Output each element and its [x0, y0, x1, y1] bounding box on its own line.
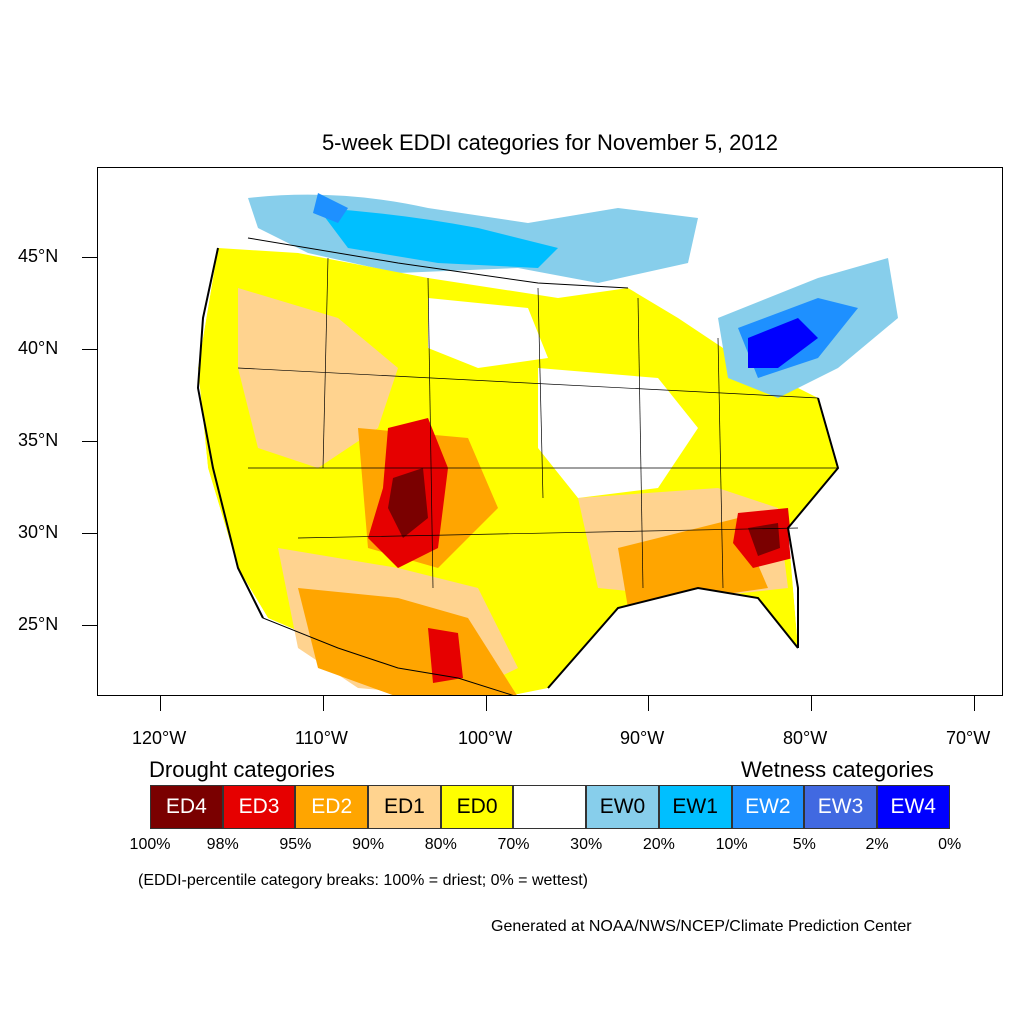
lat-label-30n: 30°N — [18, 522, 59, 542]
legend-cell-ew4: EW4 — [876, 785, 950, 829]
coastline-gulf — [547, 586, 799, 689]
gulf-of-mexico — [524, 588, 798, 695]
wetness-categories-heading: Wetness categories — [741, 757, 934, 782]
percentile-label: 98% — [206, 836, 239, 853]
ed3-texas — [428, 628, 463, 683]
legend-cell-ed2: ED2 — [295, 785, 369, 829]
ed1-west — [238, 288, 398, 468]
coastline-west — [196, 247, 264, 619]
lat-tick — [82, 349, 97, 350]
us-mexico-border — [262, 617, 514, 695]
lat-tick — [82, 441, 97, 442]
legend-cell-ed4: ED4 — [150, 785, 223, 829]
lat-label-25n: 25°N — [18, 614, 59, 634]
ed4-colorado — [388, 468, 428, 538]
percentile-label: 90% — [352, 836, 385, 853]
map-panel — [97, 167, 1003, 696]
lon-label-110w: 110°W — [295, 728, 348, 748]
percentile-label: 0% — [938, 836, 962, 853]
lon-tick — [648, 696, 649, 711]
lon-tick — [323, 696, 324, 711]
legend-cell-ew3: EW3 — [804, 785, 877, 829]
percentile-label: 70% — [497, 836, 530, 853]
lon-label-80w: 80°W — [783, 728, 828, 748]
ed4-carolina — [748, 523, 780, 556]
category-colorbar: ED4 ED3 ED2 ED1 ED0 EW0 EW1 EW2 EW3 EW4 — [150, 785, 950, 829]
percentile-label: 10% — [715, 836, 748, 853]
legend-cell-ew0: EW0 — [586, 785, 659, 829]
percentile-label: 5% — [792, 836, 816, 853]
us-canada-border — [247, 237, 629, 289]
category-breaks-note: (EDDI-percentile category breaks: 100% =… — [138, 872, 588, 889]
legend-cell-neutral — [513, 785, 587, 829]
atlantic-ocean — [788, 418, 1002, 695]
percentile-label: 100% — [129, 836, 171, 853]
lat-label-35n: 35°N — [18, 430, 59, 450]
lon-tick — [160, 696, 161, 711]
legend-cell-ed3: ED3 — [222, 785, 296, 829]
ed2-southwest — [298, 588, 517, 695]
lon-tick — [811, 696, 812, 711]
lon-label-90w: 90°W — [620, 728, 665, 748]
pacific-ocean — [98, 168, 268, 695]
legend-cell-ew2: EW2 — [731, 785, 805, 829]
legend-cell-ed1: ED1 — [368, 785, 441, 829]
credit-line: Generated at NOAA/NWS/NCEP/Climate Predi… — [491, 918, 912, 935]
lon-label-120w: 120°W — [132, 728, 187, 748]
percentile-label: 2% — [865, 836, 889, 853]
lon-label-70w: 70°W — [946, 728, 991, 748]
state-lines — [237, 257, 838, 589]
legend-cell-ed0: ED0 — [440, 785, 514, 829]
legend-cell-ew1: EW1 — [658, 785, 732, 829]
lat-tick — [82, 533, 97, 534]
percentile-label: 30% — [570, 836, 603, 853]
lat-label-45n: 45°N — [18, 246, 59, 266]
lat-tick — [82, 625, 97, 626]
percentile-label: 95% — [279, 836, 312, 853]
lon-tick — [486, 696, 487, 711]
greatlakes-wet-max — [748, 318, 818, 368]
canada-wet-core — [318, 208, 558, 268]
drought-categories-heading: Drought categories — [149, 757, 335, 782]
ed2-southeast — [618, 518, 768, 608]
neutral-midwest — [538, 368, 698, 498]
lat-tick — [82, 257, 97, 258]
eddi-map — [98, 168, 1002, 695]
percentile-label: 80% — [424, 836, 457, 853]
lat-label-40n: 40°N — [18, 338, 59, 358]
lon-label-100w: 100°W — [458, 728, 513, 748]
percentile-label: 20% — [642, 836, 675, 853]
neutral-northplains — [428, 298, 548, 368]
map-title: 5-week EDDI categories for November 5, 2… — [321, 130, 779, 155]
canada-wet-spot — [313, 193, 348, 223]
lon-tick — [974, 696, 975, 711]
